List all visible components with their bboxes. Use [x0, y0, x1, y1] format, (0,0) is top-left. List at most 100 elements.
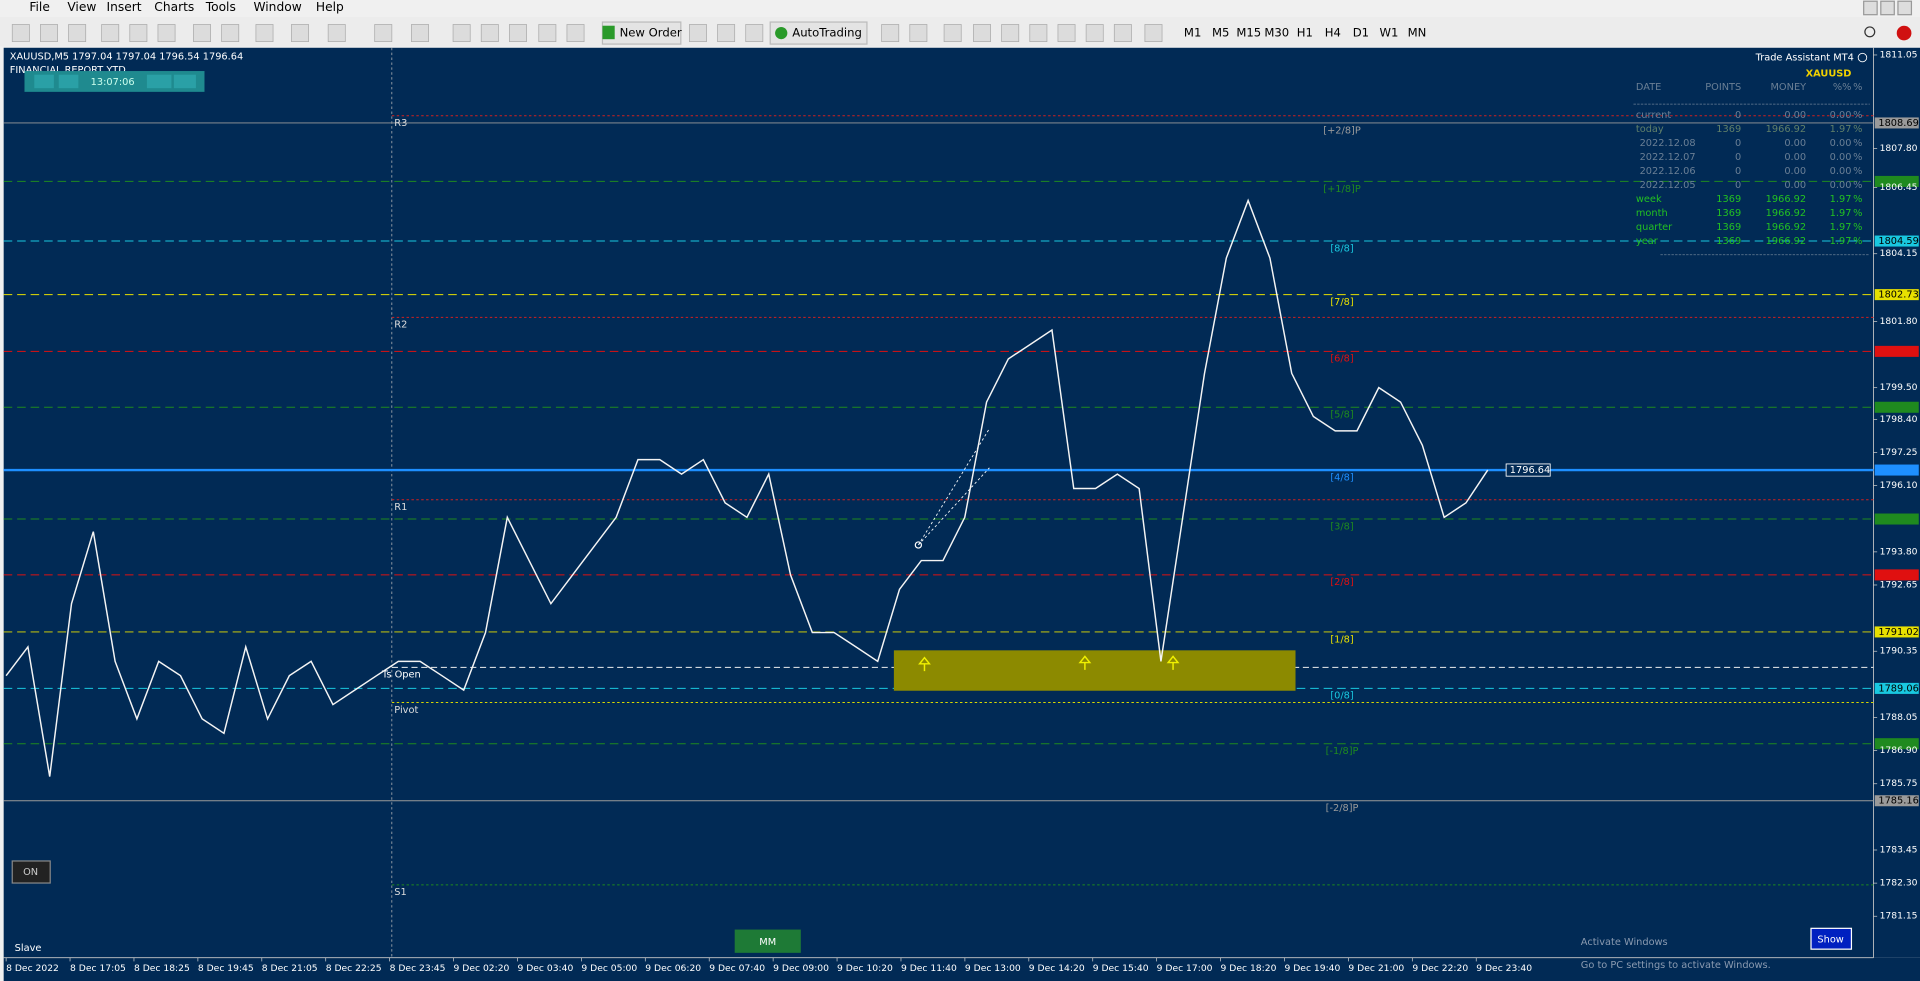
level-axis-box	[1874, 464, 1919, 476]
toolbar-icon[interactable]	[973, 24, 991, 43]
toolbar-icon[interactable]	[1001, 24, 1020, 43]
ta-cell: 1.97	[1830, 124, 1852, 135]
collapse-button[interactable]	[173, 74, 196, 89]
ta-column: %%	[1833, 82, 1852, 93]
level-tag: [1/8]	[1330, 634, 1353, 645]
toolbar-icon[interactable]	[717, 24, 736, 43]
price-tick-label: 1785.75	[1880, 778, 1918, 789]
camera-button[interactable]	[34, 74, 54, 89]
mm-button[interactable]	[734, 929, 801, 953]
timeframe-button[interactable]: M15	[1236, 26, 1261, 40]
toolbar-icon[interactable]	[374, 24, 393, 43]
toolbar-icon[interactable]	[68, 24, 87, 43]
ta-cell: 0.00	[1784, 152, 1806, 163]
menu-item[interactable]: Tools	[205, 0, 236, 14]
toolbar-icon[interactable]	[1113, 24, 1132, 43]
hide-button[interactable]	[58, 74, 79, 89]
autotrading-label: AutoTrading	[792, 26, 862, 40]
price-tick-label: 1788.05	[1880, 712, 1918, 723]
close[interactable]	[1897, 0, 1913, 16]
timeframe-button[interactable]: H1	[1297, 26, 1313, 40]
toolbar-icon[interactable]	[255, 24, 274, 43]
ta-cell: 1966.92	[1766, 222, 1806, 233]
ta-cell: 1369	[1716, 194, 1741, 205]
price-tick-label: 1783.45	[1880, 844, 1918, 855]
ta-cell: year	[1636, 236, 1659, 247]
toolbar-icon[interactable]	[1029, 24, 1048, 43]
ta-cell: 0.00	[1784, 180, 1806, 191]
toolbar-icon[interactable]	[452, 24, 471, 43]
toolbar-icon[interactable]	[411, 24, 429, 43]
toolbar-icon[interactable]	[943, 24, 962, 43]
ta-cell: week	[1636, 194, 1662, 205]
toolbar-icon[interactable]	[566, 24, 585, 43]
menu-item[interactable]: Window	[253, 0, 301, 14]
toolbar-icon[interactable]	[11, 24, 30, 43]
menu-button[interactable]	[146, 74, 172, 89]
level-axis-box	[1874, 289, 1919, 301]
axes: 1811.05 1807.80 1806.45 1804.15 1801.80 1799.…	[5, 49, 1918, 974]
timeframe-button[interactable]: W1	[1379, 26, 1398, 40]
toolbar-icon[interactable]	[689, 24, 707, 43]
price-tick-label: 1782.30	[1880, 878, 1918, 889]
on-label: ON	[23, 867, 38, 878]
show-button[interactable]	[1810, 927, 1853, 950]
timeframe-button[interactable]: M30	[1264, 26, 1289, 40]
toolbar-icon[interactable]	[1057, 24, 1076, 43]
slave-label: Slave	[15, 943, 42, 954]
level-axis-box	[1874, 345, 1919, 357]
timeframe-button[interactable]: MN	[1408, 26, 1427, 40]
minimize[interactable]	[1863, 0, 1878, 16]
activate-text: Go to PC settings to activate Windows.	[1581, 960, 1771, 971]
level-axis-box	[1874, 626, 1919, 638]
level-tag: [2/8]	[1330, 577, 1353, 588]
toolbar-icon[interactable]	[40, 24, 58, 43]
ta-cell: %	[1853, 208, 1862, 219]
toolbar-icon[interactable]	[745, 24, 764, 43]
ta-cell: 0	[1735, 152, 1741, 163]
ta-cell: 1966.92	[1766, 236, 1806, 247]
up-arrow	[1166, 655, 1180, 670]
toolbar-icon[interactable]	[101, 24, 120, 43]
toolbar-icon[interactable]	[909, 24, 928, 43]
toolbar-icon[interactable]	[157, 24, 176, 43]
toolbar-icon[interactable]	[1085, 24, 1104, 43]
search-icon[interactable]	[1864, 26, 1876, 38]
ta-cell: %	[1853, 180, 1862, 191]
menu-item[interactable]: View	[67, 0, 96, 14]
timeframe-button[interactable]: H4	[1325, 26, 1341, 40]
menu-item[interactable]: Help	[316, 0, 344, 14]
toolbar-icon[interactable]	[881, 24, 900, 43]
menu-item[interactable]: Insert	[107, 0, 142, 14]
level-axis-box	[1874, 738, 1919, 750]
restore[interactable]	[1880, 0, 1895, 16]
toolbar-icon[interactable]	[129, 24, 148, 43]
show-label: Show	[1817, 934, 1843, 945]
toolbar-icon[interactable]	[193, 24, 211, 43]
level-tag: [6/8]	[1330, 354, 1353, 365]
menu-item[interactable]: File	[29, 0, 49, 14]
toolbar-icon[interactable]	[327, 24, 346, 43]
toolbar-icon[interactable]	[509, 24, 527, 43]
toolbar-icon[interactable]	[291, 24, 309, 43]
on-button[interactable]	[11, 860, 51, 884]
timeframe-button[interactable]: D1	[1353, 26, 1369, 40]
timeframe-button[interactable]: M1	[1184, 26, 1201, 40]
level-tag: [+2/8]P	[1323, 125, 1361, 136]
toolbar-icon[interactable]	[1144, 24, 1163, 43]
autotrading-button[interactable]	[769, 21, 868, 45]
level-tag: [8/8]	[1330, 243, 1353, 254]
time-tick-label: 9 Dec 05:00	[581, 963, 637, 974]
menu-item[interactable]: Charts	[154, 0, 194, 14]
toolbar-icon[interactable]	[221, 24, 240, 43]
time-tick-label: 8 Dec 18:25	[134, 963, 190, 974]
toolbar-icon[interactable]	[538, 24, 557, 43]
ta-cell: %	[1853, 138, 1862, 149]
ta-cell: %	[1853, 222, 1862, 233]
timeframe-button[interactable]: M5	[1212, 26, 1229, 40]
alert-icon[interactable]	[1896, 25, 1912, 41]
ta-cell: 0.00	[1830, 180, 1852, 191]
ta-icon[interactable]	[1857, 52, 1868, 63]
toolbar-icon[interactable]	[480, 24, 499, 43]
time-tick-label: 8 Dec 23:45	[390, 963, 446, 974]
